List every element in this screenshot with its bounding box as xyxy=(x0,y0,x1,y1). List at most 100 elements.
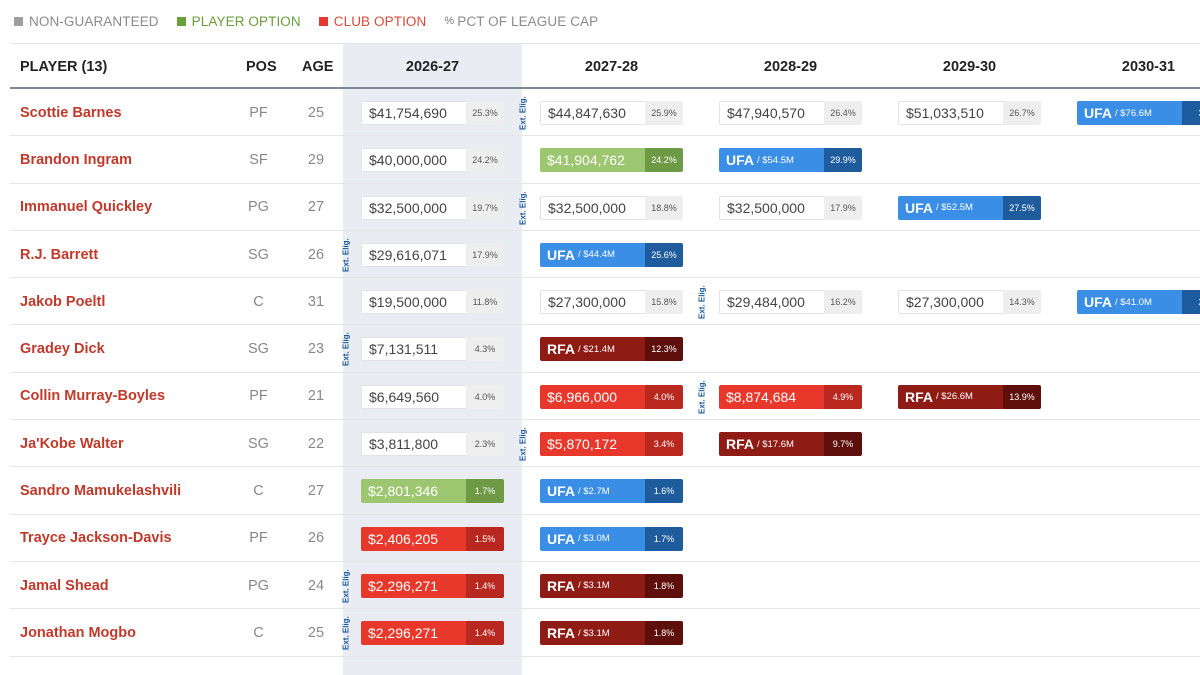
header-player[interactable]: PLAYER (13) xyxy=(20,59,108,75)
salary-amount: $32,500,000 xyxy=(719,195,824,220)
salary-cell[interactable]: $27,300,000 14.3% xyxy=(898,290,1041,315)
legend-pct-cap: % PCT OF LEAGUE CAP xyxy=(444,14,598,29)
player-name-link[interactable]: Brandon Ingram xyxy=(20,151,132,168)
salary-cell[interactable]: $2,406,205 1.5% xyxy=(361,526,504,551)
player-name-link[interactable]: Jakob Poeltl xyxy=(20,293,106,310)
cap-percent: 4.9% xyxy=(824,384,862,409)
header-year-2030-31[interactable]: 2030-31 xyxy=(1121,59,1176,75)
header-year-2029-30[interactable]: 2029-30 xyxy=(942,59,997,75)
salary-cell[interactable]: UFA/ $41.0M2 xyxy=(1077,290,1200,315)
salary-cell[interactable]: $41,904,762 24.2% xyxy=(540,148,683,173)
player-position: PG xyxy=(248,577,269,594)
header-year-2028-29[interactable]: 2028-29 xyxy=(763,59,818,75)
player-position: SG xyxy=(248,246,269,263)
cap-percent: 1.4% xyxy=(466,573,504,598)
cap-percent: 4.0% xyxy=(645,384,683,409)
salary-cell[interactable]: $32,500,000 18.8% xyxy=(540,195,683,220)
player-position: SG xyxy=(248,341,269,358)
player-position: SF xyxy=(249,151,268,168)
player-position: PG xyxy=(248,199,269,216)
club-option-swatch-icon xyxy=(318,16,328,26)
player-name-link[interactable]: Gradey Dick xyxy=(20,341,105,358)
table-header: PLAYER (13) POS AGE 2026-27 2027-28 2028… xyxy=(10,43,1200,89)
extension-eligible-badge: Ext. Elig. xyxy=(341,616,351,651)
salary-cell[interactable]: $2,296,271 1.4% xyxy=(361,573,504,598)
header-pos[interactable]: POS xyxy=(246,59,277,75)
contracts-table: PLAYER (13) POS AGE 2026-27 2027-28 2028… xyxy=(10,43,1200,675)
player-age: 21 xyxy=(307,388,325,405)
player-name-link[interactable]: Sandro Mamukelashvili xyxy=(20,483,182,500)
salary-cell[interactable]: UFA / $54.5M 29.9% xyxy=(719,148,862,173)
free-agency-type: RFA xyxy=(905,388,933,405)
cap-percent: 9.7% xyxy=(824,432,862,457)
salary-cell[interactable]: $8,874,684 4.9% xyxy=(719,384,862,409)
salary-cell[interactable]: UFA / $2.7M 1.6% xyxy=(540,479,683,504)
header-year-2027-28[interactable]: 2027-28 xyxy=(584,59,639,75)
player-name-link[interactable]: Collin Murray-Boyles xyxy=(20,388,166,405)
salary-cell[interactable]: RFA / $3.1M 1.8% xyxy=(540,621,683,646)
player-name-link[interactable]: R.J. Barrett xyxy=(20,246,99,263)
free-agency-hold: / $17.6M xyxy=(757,438,794,450)
player-age: 25 xyxy=(307,104,325,121)
salary-cell[interactable]: $2,801,346 1.7% xyxy=(361,479,504,504)
salary-cell[interactable]: UFA / $52.5M 27.5% xyxy=(898,195,1041,220)
player-position: C xyxy=(253,624,264,641)
free-agency-label: RFA / $3.1M xyxy=(540,573,645,598)
salary-cell[interactable]: $2,296,271 1.4% xyxy=(361,621,504,646)
salary-cell[interactable]: $6,649,560 4.0% xyxy=(361,384,504,409)
extension-eligible-badge: Ext. Elig. xyxy=(697,379,707,414)
cap-percent: 1.8% xyxy=(645,573,683,598)
salary-amount: $2,296,271 xyxy=(361,621,466,646)
salary-cell[interactable]: $32,500,000 19.7% xyxy=(361,195,504,220)
player-name-link[interactable]: Trayce Jackson-Davis xyxy=(20,530,172,547)
player-name-link[interactable]: Jonathan Mogbo xyxy=(20,624,136,641)
salary-cell[interactable]: $41,754,690 25.3% xyxy=(361,101,504,125)
player-name-link[interactable]: Immanuel Quickley xyxy=(20,199,153,216)
salary-cell[interactable]: $47,940,570 26.4% xyxy=(719,101,862,125)
player-name-link[interactable]: Jamal Shead xyxy=(20,577,109,594)
salary-cell[interactable]: $29,484,000 16.2% xyxy=(719,290,862,315)
salary-cell[interactable]: RFA / $26.6M 13.9% xyxy=(898,384,1041,409)
free-agency-type: UFA xyxy=(726,152,754,169)
salary-cell[interactable]: $7,131,511 4.3% xyxy=(361,337,504,362)
cap-percent: 2.3% xyxy=(466,432,504,457)
non-guaranteed-swatch-icon xyxy=(14,16,23,26)
cap-percent: 16.2% xyxy=(824,290,862,315)
salary-cell[interactable]: UFA / $44.4M 25.6% xyxy=(540,242,683,267)
cap-percent: 25.3% xyxy=(466,101,504,125)
cap-percent: 3.4% xyxy=(645,432,683,457)
salary-cell[interactable]: $40,000,000 24.2% xyxy=(361,148,504,173)
salary-cell[interactable]: $51,033,510 26.7% xyxy=(898,101,1041,125)
salary-cell[interactable]: $5,870,172 3.4% xyxy=(540,432,683,457)
salary-cell[interactable]: $32,500,000 17.9% xyxy=(719,195,862,220)
cap-percent: 1.7% xyxy=(466,479,504,504)
salary-amount: $2,406,205 xyxy=(361,526,466,551)
salary-cell[interactable]: RFA / $3.1M 1.8% xyxy=(540,573,683,598)
free-agency-hold: / $44.4M xyxy=(578,249,615,261)
player-age: 29 xyxy=(307,151,325,168)
salary-cell[interactable]: $44,847,630 25.9% xyxy=(540,101,683,125)
salary-cell[interactable]: $19,500,000 11.8% xyxy=(361,290,504,315)
salary-cell[interactable]: UFA / $3.0M 1.7% xyxy=(540,526,683,551)
header-year-2026-27[interactable]: 2026-27 xyxy=(405,59,460,75)
legend-pct-cap-label: PCT OF LEAGUE CAP xyxy=(457,13,599,29)
salary-cell[interactable]: UFA/ $76.6M3 xyxy=(1077,101,1200,125)
salary-cell[interactable]: $3,811,800 2.3% xyxy=(361,432,504,457)
table-row: R.J. Barrett SG 26 Ext. Elig. $29,616,071 17.… xyxy=(10,231,1200,279)
salary-cell[interactable]: $29,616,071 17.9% xyxy=(361,242,504,267)
free-agency-hold: / $76.6M xyxy=(1115,107,1152,119)
player-name-link[interactable]: Ja'Kobe Walter xyxy=(20,435,124,452)
salary-cell[interactable]: $27,300,000 15.8% xyxy=(540,290,683,315)
salary-cell[interactable]: $6,966,000 4.0% xyxy=(540,384,683,409)
free-agency-type: UFA xyxy=(547,246,575,263)
player-age: 22 xyxy=(307,435,325,452)
player-name-link[interactable]: Scottie Barnes xyxy=(20,104,122,121)
header-age[interactable]: AGE xyxy=(302,59,334,75)
cap-percent: 27.5% xyxy=(1003,195,1041,220)
free-agency-hold: / $21.4M xyxy=(578,343,615,355)
player-age: 25 xyxy=(307,624,325,641)
salary-cell[interactable]: RFA / $17.6M 9.7% xyxy=(719,432,862,457)
free-agency-hold: / $3.1M xyxy=(578,580,610,592)
salary-cell[interactable]: RFA / $21.4M 12.3% xyxy=(540,337,683,362)
table-row: Immanuel Quickley PG 27 Ext. Elig. $32,500,0… xyxy=(10,184,1200,231)
